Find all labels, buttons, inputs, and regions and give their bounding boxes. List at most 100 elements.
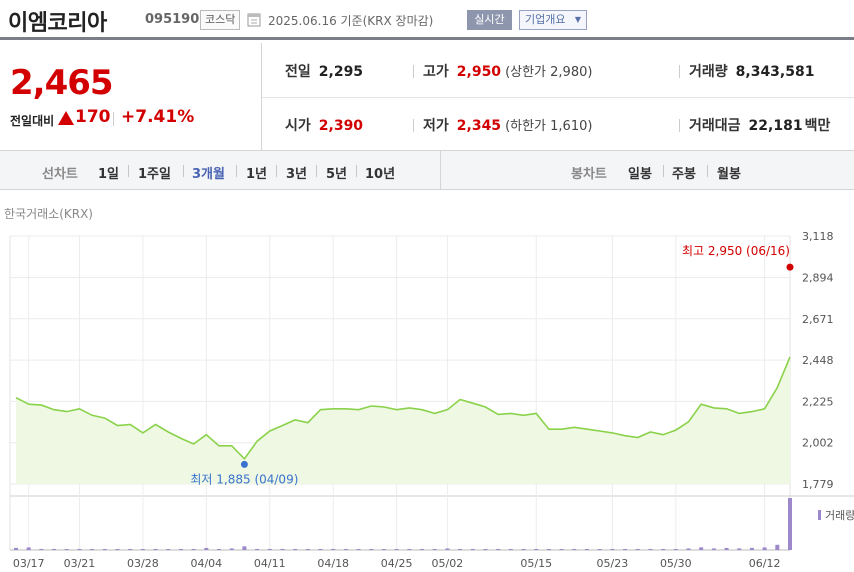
amount-label: 거래대금: [689, 118, 741, 134]
high-annotation: 최고 2,950 (06/16): [682, 244, 790, 258]
volume-bar: [445, 548, 450, 550]
company-overview-label: 기업개요: [525, 13, 566, 26]
prev-close-cell: 전일 2,295: [285, 61, 363, 81]
volume-bar: [597, 549, 602, 550]
x-axis-ticks: 03/17 03/21 03/28 04/04 04/11 04/18 04/25 05/02…: [13, 557, 781, 570]
volume-bar: [534, 548, 539, 550]
realtime-button[interactable]: 실시간: [467, 10, 512, 30]
y-tick-label: 2,671: [802, 313, 834, 326]
divider: [316, 165, 317, 177]
volume-bar: [115, 549, 120, 550]
volume-bar: [229, 548, 234, 550]
volume-bar: [178, 548, 183, 550]
volume-bar: [102, 549, 107, 550]
volume-bar: [191, 548, 196, 550]
annotations: 최고 2,950 (06/16) 최저 1,885 (04/09) 거래량: [190, 244, 854, 522]
volume-bar: [749, 547, 754, 550]
period-1d[interactable]: 1일: [98, 167, 120, 182]
volume-bar: [483, 549, 488, 550]
volume-bar: [572, 548, 577, 550]
candle-daily[interactable]: 일봉: [628, 167, 652, 182]
volume-bar: [255, 548, 260, 550]
volume-bar: [724, 547, 729, 550]
volume-cell: 거래량 8,343,581: [689, 61, 814, 81]
volume-bar: [77, 548, 82, 550]
company-overview-dropdown[interactable]: 기업개요 ▼: [519, 10, 587, 30]
low-annotation: 최저 1,885 (04/09): [190, 472, 298, 486]
volume-bar: [153, 548, 158, 550]
divider: [356, 165, 357, 177]
prev-close-label: 전일: [285, 64, 311, 80]
x-tick-label: 04/11: [254, 557, 286, 570]
amount-unit: 백만: [804, 118, 831, 134]
open-cell: 시가 2,390: [285, 115, 363, 135]
volume-bar: [14, 547, 18, 550]
divider: [679, 119, 680, 132]
volume-bar: [318, 548, 323, 550]
price-area-fill: [16, 356, 790, 484]
volume-bar: [699, 547, 704, 550]
price-chart[interactable]: 최고 2,950 (06/16) 최저 1,885 (04/09) 거래량 3,11…: [0, 226, 854, 572]
volume-bar: [343, 549, 348, 550]
chart-grid: [9, 235, 854, 551]
volume-bar: [394, 549, 399, 550]
volume-bar: [508, 549, 513, 550]
volume-bar: [635, 549, 640, 550]
volume-bar: [381, 549, 386, 550]
period-3m[interactable]: 3개월: [192, 167, 225, 182]
period-10y[interactable]: 10년: [365, 167, 396, 182]
low-value: 2,345: [456, 118, 502, 134]
candle-chart-label: 봉차트: [571, 167, 607, 182]
low-label: 저가: [423, 118, 449, 134]
candle-monthly[interactable]: 월봉: [717, 167, 741, 182]
low-marker: [240, 460, 248, 468]
market-badge: 코스닥: [200, 10, 241, 30]
volume-label: 거래량: [689, 64, 728, 80]
period-1w[interactable]: 1주일: [138, 167, 171, 182]
open-value: 2,390: [318, 118, 364, 134]
upper-limit: (상한가 2,980): [505, 65, 593, 80]
volume-bar: [331, 548, 336, 550]
volume-bar: [140, 549, 145, 550]
volume-bar: [711, 548, 716, 550]
y-tick-label: 2,225: [802, 395, 834, 408]
price-panel: 2,465 전일대비 170 +7.41% 전일 2,295 고가 2,950 (상한…: [0, 43, 854, 151]
period-1y[interactable]: 1년: [246, 167, 268, 182]
high-value: 2,950: [456, 64, 502, 80]
volume-bar: [356, 549, 361, 550]
volume-bars: [14, 498, 792, 550]
divider: [663, 165, 664, 177]
volume-bar: [762, 547, 767, 550]
stock-code: 095190: [145, 12, 200, 27]
low-cell: 저가 2,345 (하한가 1,610): [423, 115, 592, 135]
period-3y[interactable]: 3년: [286, 167, 308, 182]
volume-bar: [407, 549, 412, 550]
divider: [440, 151, 441, 190]
volume-bar: [623, 549, 628, 550]
change-label: 전일대비: [10, 114, 55, 128]
x-tick-label: 04/25: [381, 557, 413, 570]
amount-value: 22,181: [748, 118, 803, 134]
candle-weekly[interactable]: 주봉: [672, 167, 696, 182]
divider: [113, 112, 114, 126]
volume-bar: [217, 549, 222, 550]
x-tick-label: 04/18: [317, 557, 349, 570]
volume-bar: [432, 548, 437, 550]
volume-bar: [26, 547, 31, 550]
volume-bar: [204, 547, 209, 550]
volume-bar: [661, 549, 666, 550]
volume-bar: [420, 549, 425, 550]
volume-legend-label: 거래량: [825, 509, 854, 522]
volume-bar: [128, 549, 133, 550]
volume-bar: [242, 546, 247, 550]
divider: [276, 165, 277, 177]
volume-bar: [686, 548, 691, 550]
price-line: [15, 356, 791, 461]
divider: [236, 165, 237, 177]
period-5y[interactable]: 5년: [326, 167, 348, 182]
volume-value: 8,343,581: [735, 64, 815, 80]
volume-bar: [775, 544, 780, 550]
y-tick-label: 1,779: [802, 478, 834, 491]
volume-bar: [64, 549, 69, 550]
volume-bar: [546, 549, 551, 550]
